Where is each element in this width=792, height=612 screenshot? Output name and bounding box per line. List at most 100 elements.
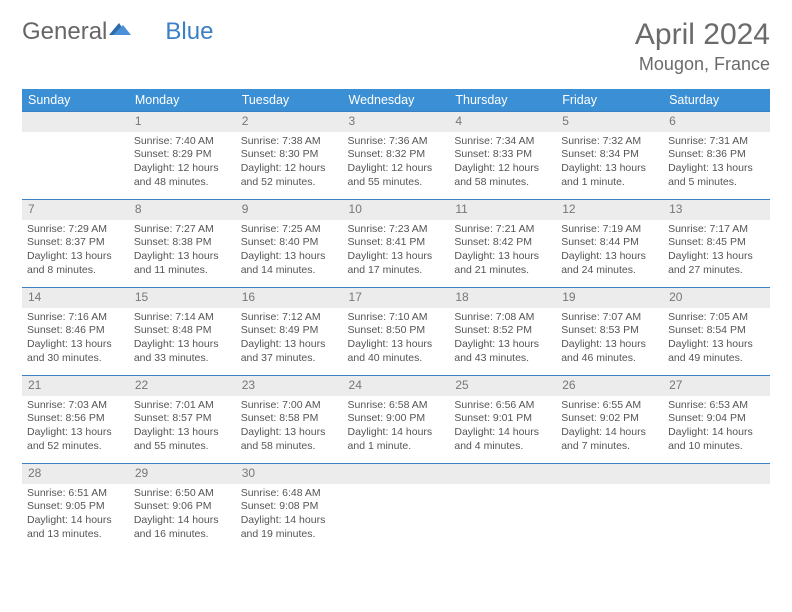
daylight-text: Daylight: 13 hours xyxy=(348,250,445,264)
calendar-day-cell xyxy=(22,112,129,200)
day-body: Sunrise: 7:36 AMSunset: 8:32 PMDaylight:… xyxy=(343,132,450,195)
sunrise-text: Sunrise: 6:56 AM xyxy=(454,399,551,413)
sunrise-text: Sunrise: 7:01 AM xyxy=(134,399,231,413)
day-body: Sunrise: 7:38 AMSunset: 8:30 PMDaylight:… xyxy=(236,132,343,195)
calendar-day-cell: 11Sunrise: 7:21 AMSunset: 8:42 PMDayligh… xyxy=(449,200,556,288)
sunrise-text: Sunrise: 6:53 AM xyxy=(668,399,765,413)
daylight-text: Daylight: 13 hours xyxy=(668,250,765,264)
daylight-text: and 55 minutes. xyxy=(134,440,231,454)
calendar-day-cell: 23Sunrise: 7:00 AMSunset: 8:58 PMDayligh… xyxy=(236,376,343,464)
calendar-day-cell xyxy=(663,464,770,552)
daylight-text: and 52 minutes. xyxy=(27,440,124,454)
calendar-day-cell: 7Sunrise: 7:29 AMSunset: 8:37 PMDaylight… xyxy=(22,200,129,288)
day-number: 5 xyxy=(556,112,663,132)
sunset-text: Sunset: 8:58 PM xyxy=(241,412,338,426)
day-body: Sunrise: 7:34 AMSunset: 8:33 PMDaylight:… xyxy=(449,132,556,195)
calendar-day-cell: 27Sunrise: 6:53 AMSunset: 9:04 PMDayligh… xyxy=(663,376,770,464)
weekday-header: Friday xyxy=(556,89,663,112)
day-number: 8 xyxy=(129,200,236,220)
sunset-text: Sunset: 9:00 PM xyxy=(348,412,445,426)
day-body: Sunrise: 6:51 AMSunset: 9:05 PMDaylight:… xyxy=(22,484,129,547)
daylight-text: Daylight: 13 hours xyxy=(241,426,338,440)
header: General Blue April 2024 Mougon, France xyxy=(22,18,770,75)
calendar-week-row: 7Sunrise: 7:29 AMSunset: 8:37 PMDaylight… xyxy=(22,200,770,288)
day-body: Sunrise: 7:19 AMSunset: 8:44 PMDaylight:… xyxy=(556,220,663,283)
daylight-text: Daylight: 14 hours xyxy=(134,514,231,528)
logo: General Blue xyxy=(22,18,213,46)
day-number: 11 xyxy=(449,200,556,220)
sunset-text: Sunset: 8:42 PM xyxy=(454,236,551,250)
sunset-text: Sunset: 9:05 PM xyxy=(27,500,124,514)
sunrise-text: Sunrise: 7:21 AM xyxy=(454,223,551,237)
daylight-text: Daylight: 13 hours xyxy=(27,338,124,352)
day-number: 24 xyxy=(343,376,450,396)
sunrise-text: Sunrise: 6:50 AM xyxy=(134,487,231,501)
sunset-text: Sunset: 8:30 PM xyxy=(241,148,338,162)
daylight-text: Daylight: 13 hours xyxy=(348,338,445,352)
day-number: 15 xyxy=(129,288,236,308)
daylight-text: Daylight: 13 hours xyxy=(134,250,231,264)
day-number: 14 xyxy=(22,288,129,308)
daylight-text: Daylight: 14 hours xyxy=(348,426,445,440)
sunrise-text: Sunrise: 7:07 AM xyxy=(561,311,658,325)
title-block: April 2024 Mougon, France xyxy=(635,18,770,75)
calendar-day-cell: 29Sunrise: 6:50 AMSunset: 9:06 PMDayligh… xyxy=(129,464,236,552)
day-number: 28 xyxy=(22,464,129,484)
day-number: 1 xyxy=(129,112,236,132)
calendar-week-row: 14Sunrise: 7:16 AMSunset: 8:46 PMDayligh… xyxy=(22,288,770,376)
calendar-day-cell: 4Sunrise: 7:34 AMSunset: 8:33 PMDaylight… xyxy=(449,112,556,200)
calendar-day-cell: 1Sunrise: 7:40 AMSunset: 8:29 PMDaylight… xyxy=(129,112,236,200)
day-body: Sunrise: 7:05 AMSunset: 8:54 PMDaylight:… xyxy=(663,308,770,371)
day-number: 27 xyxy=(663,376,770,396)
day-body: Sunrise: 7:14 AMSunset: 8:48 PMDaylight:… xyxy=(129,308,236,371)
calendar-day-cell xyxy=(556,464,663,552)
daylight-text: and 11 minutes. xyxy=(134,264,231,278)
daylight-text: Daylight: 13 hours xyxy=(561,338,658,352)
flag-icon xyxy=(109,18,131,46)
sunset-text: Sunset: 8:44 PM xyxy=(561,236,658,250)
sunset-text: Sunset: 8:32 PM xyxy=(348,148,445,162)
daylight-text: and 58 minutes. xyxy=(454,176,551,190)
daylight-text: and 48 minutes. xyxy=(134,176,231,190)
day-body: Sunrise: 7:01 AMSunset: 8:57 PMDaylight:… xyxy=(129,396,236,459)
sunrise-text: Sunrise: 7:31 AM xyxy=(668,135,765,149)
calendar-day-cell: 6Sunrise: 7:31 AMSunset: 8:36 PMDaylight… xyxy=(663,112,770,200)
sunrise-text: Sunrise: 7:10 AM xyxy=(348,311,445,325)
sunset-text: Sunset: 8:33 PM xyxy=(454,148,551,162)
daylight-text: and 49 minutes. xyxy=(668,352,765,366)
daylight-text: Daylight: 13 hours xyxy=(27,250,124,264)
sunrise-text: Sunrise: 6:55 AM xyxy=(561,399,658,413)
sunset-text: Sunset: 9:01 PM xyxy=(454,412,551,426)
location: Mougon, France xyxy=(635,54,770,75)
calendar-day-cell: 16Sunrise: 7:12 AMSunset: 8:49 PMDayligh… xyxy=(236,288,343,376)
daylight-text: Daylight: 12 hours xyxy=(241,162,338,176)
daylight-text: and 7 minutes. xyxy=(561,440,658,454)
daylight-text: Daylight: 14 hours xyxy=(27,514,124,528)
calendar-day-cell: 9Sunrise: 7:25 AMSunset: 8:40 PMDaylight… xyxy=(236,200,343,288)
day-body: Sunrise: 6:48 AMSunset: 9:08 PMDaylight:… xyxy=(236,484,343,547)
daylight-text: and 5 minutes. xyxy=(668,176,765,190)
calendar-day-cell: 28Sunrise: 6:51 AMSunset: 9:05 PMDayligh… xyxy=(22,464,129,552)
daylight-text: and 1 minute. xyxy=(561,176,658,190)
daylight-text: and 30 minutes. xyxy=(27,352,124,366)
day-number: 3 xyxy=(343,112,450,132)
daylight-text: and 52 minutes. xyxy=(241,176,338,190)
weekday-header: Wednesday xyxy=(343,89,450,112)
day-number: 26 xyxy=(556,376,663,396)
month-title: April 2024 xyxy=(635,18,770,52)
sunrise-text: Sunrise: 6:48 AM xyxy=(241,487,338,501)
daylight-text: and 10 minutes. xyxy=(668,440,765,454)
calendar-day-cell: 26Sunrise: 6:55 AMSunset: 9:02 PMDayligh… xyxy=(556,376,663,464)
daylight-text: Daylight: 14 hours xyxy=(241,514,338,528)
sunset-text: Sunset: 8:29 PM xyxy=(134,148,231,162)
day-body: Sunrise: 7:03 AMSunset: 8:56 PMDaylight:… xyxy=(22,396,129,459)
calendar-week-row: 28Sunrise: 6:51 AMSunset: 9:05 PMDayligh… xyxy=(22,464,770,552)
sunset-text: Sunset: 9:04 PM xyxy=(668,412,765,426)
day-body: Sunrise: 7:27 AMSunset: 8:38 PMDaylight:… xyxy=(129,220,236,283)
day-body: Sunrise: 6:55 AMSunset: 9:02 PMDaylight:… xyxy=(556,396,663,459)
calendar-table: SundayMondayTuesdayWednesdayThursdayFrid… xyxy=(22,89,770,552)
sunrise-text: Sunrise: 6:51 AM xyxy=(27,487,124,501)
day-number: 17 xyxy=(343,288,450,308)
day-number: 16 xyxy=(236,288,343,308)
daylight-text: and 19 minutes. xyxy=(241,528,338,542)
